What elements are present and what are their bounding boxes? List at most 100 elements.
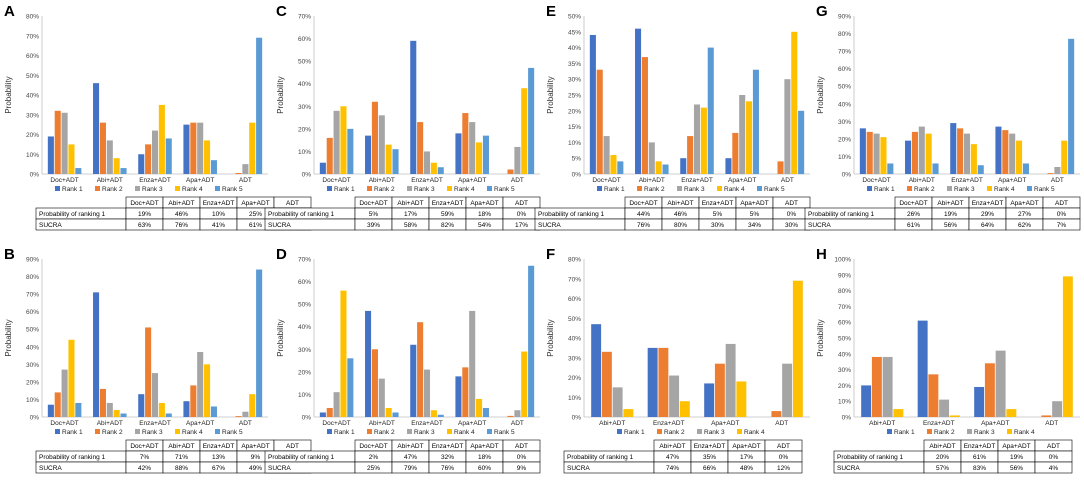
legend-swatch	[737, 429, 742, 434]
bar-rank4-doc-adt	[610, 155, 617, 174]
bar-rank2-enza-adt	[417, 122, 424, 174]
legend-label: Rank 5	[494, 429, 515, 436]
table-cell-value: 56%	[944, 222, 957, 229]
table-header-text: Apa+ADT	[1010, 200, 1038, 207]
bar-rank1-doc-adt	[47, 404, 54, 417]
legend-label: Rank 2	[374, 429, 395, 436]
bar-rank2-apa-adt	[462, 113, 469, 174]
bar-rank3-enza-adt	[669, 375, 680, 417]
table-cell-value: 34%	[748, 222, 761, 229]
y-tick-label: 60%	[26, 309, 39, 316]
legend-swatch	[967, 429, 972, 434]
bar-rank4-enza-adt	[158, 402, 165, 417]
bar-rank5-doc-adt	[75, 402, 82, 417]
x-tick-label: ADT	[239, 177, 252, 184]
y-tick-label: 20%	[568, 375, 581, 382]
table-cell-value: 10%	[212, 211, 225, 218]
y-tick-label: 20%	[838, 383, 851, 390]
bar-rank2-enza-adt	[687, 136, 694, 174]
ranking-table: Abi+ADT Enza+ADT Apa+ADT ADT Probability of …	[833, 439, 1073, 474]
legend-swatch	[657, 429, 662, 434]
legend-label: Rank 1	[894, 429, 915, 436]
bar-rank3-enza-adt	[423, 151, 431, 174]
bar-rank5-apa-adt	[210, 160, 217, 174]
table-cell-value: 64%	[981, 222, 994, 229]
legend-label: Rank 2	[644, 186, 665, 193]
table-header-text: ADT	[286, 200, 299, 207]
bar-rank2-adt	[507, 415, 514, 417]
table-cell-value: 9%	[517, 465, 527, 472]
y-tick-label: 50%	[26, 73, 39, 80]
legend-swatch	[637, 186, 642, 191]
y-tick-label: 30%	[568, 77, 581, 84]
bar-rank4-apa-adt	[1016, 140, 1023, 174]
y-tick-label: 0%	[302, 172, 312, 179]
legend-label: Rank 4	[724, 186, 745, 193]
legend-label: Rank 1	[604, 186, 625, 193]
table-header-text: Doc+ADT	[359, 200, 387, 207]
y-tick-label: 0%	[842, 415, 852, 422]
ranking-table: Doc+ADT Abi+ADT Enza+ADT Apa+ADT ADT Probabil…	[264, 439, 541, 474]
bar-rank3-enza-adt	[423, 369, 431, 417]
x-tick-label: Doc+ADT	[322, 177, 350, 184]
y-tick-label: 0%	[572, 172, 582, 179]
table-cell-value: 0%	[1057, 211, 1067, 218]
legend-label: Rank 3	[684, 186, 705, 193]
bar-rank4-doc-adt	[68, 339, 75, 417]
chart-panel-g: G Probability 0% 10% 20% 30% 40% 50% 60% 70% 80% 90…	[804, 3, 1081, 231]
x-tick-label: Enza+ADT	[411, 420, 443, 427]
x-tick-label: Abi+ADT	[639, 177, 665, 184]
table-cell-value: 17%	[404, 211, 417, 218]
x-tick-label: Apa+ADT	[458, 420, 486, 427]
bar-rank3-abi-adt	[106, 402, 113, 417]
table-cell-value: 76%	[441, 465, 454, 472]
y-tick-label: 60%	[838, 320, 851, 327]
table-cell-value: 42%	[138, 465, 151, 472]
bar-rank4-abi-adt	[925, 133, 932, 174]
y-tick-label: 40%	[838, 351, 851, 358]
table-cell-value: 0%	[1049, 454, 1059, 461]
bar-rank1-doc-adt	[47, 136, 54, 174]
bar-rank3-apa-adt	[197, 122, 204, 174]
bar-rank3-enza-adt	[939, 399, 950, 417]
legend-label: Rank 3	[704, 429, 725, 436]
y-axis-label: Probability	[4, 76, 13, 113]
bar-rank2-doc-adt	[596, 69, 603, 174]
bar-rank3-abi-adt	[106, 140, 113, 174]
table-header-text: ADT	[286, 443, 299, 450]
bar-rank3-doc-adt	[61, 112, 68, 174]
bar-rank3-doc-adt	[333, 392, 340, 417]
bar-rank4-adt	[1062, 276, 1073, 417]
legend-label: Rank 5	[764, 186, 785, 193]
x-tick-label: ADT	[781, 177, 794, 184]
bar-rank2-adt	[771, 411, 782, 417]
ranking-table: Doc+ADT Abi+ADT Enza+ADT Apa+ADT ADT Probabil…	[264, 196, 541, 231]
legend-label: Rank 1	[62, 429, 83, 436]
legend-swatch	[215, 186, 220, 191]
bar-rank4-abi-adt	[893, 409, 904, 417]
table-row-label: SUCRA	[268, 465, 291, 472]
bar-rank4-abi-adt	[113, 409, 120, 417]
bar-rank3-adt	[1052, 401, 1063, 417]
bar-rank1-enza-adt	[647, 347, 658, 417]
y-tick-label: 10%	[568, 140, 581, 147]
x-tick-label: ADT	[1045, 420, 1058, 427]
table-cell-value: 47%	[666, 454, 679, 461]
table-cell-value: 48%	[740, 465, 753, 472]
bar-rank4-doc-adt	[68, 144, 75, 174]
bar-rank4-abi-adt	[623, 409, 634, 417]
bar-rank5-doc-adt	[617, 161, 624, 174]
table-header-text: Abi+ADT	[168, 443, 194, 450]
bar-rank1-doc-adt	[319, 162, 326, 174]
y-tick-label: 80%	[568, 257, 581, 264]
y-tick-label: 20%	[568, 108, 581, 115]
y-tick-label: 5%	[572, 156, 582, 163]
table-header-text: Doc+ADT	[629, 200, 657, 207]
legend-label: Rank 3	[974, 429, 995, 436]
table-cell-value: 41%	[212, 222, 225, 229]
bar-rank4-apa-adt	[746, 101, 753, 174]
table-cell-value: 47%	[404, 454, 417, 461]
legend-label: Rank 4	[454, 186, 475, 193]
x-tick-label: Apa+ADT	[458, 177, 486, 184]
table-cell-value: 59%	[441, 211, 454, 218]
